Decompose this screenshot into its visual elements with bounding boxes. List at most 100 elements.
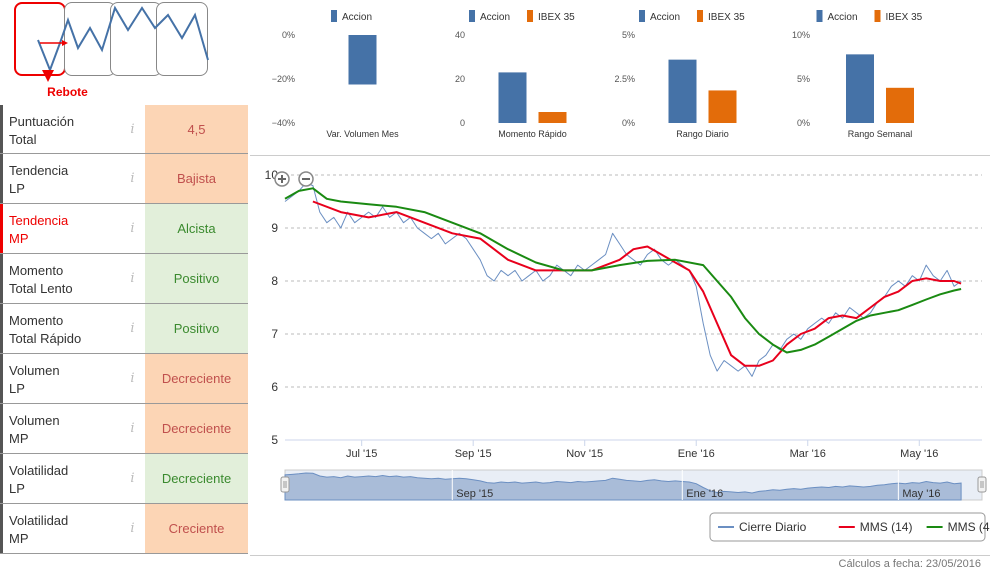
mini-chart-rango-semanal-svg: Accion IBEX 35 10% 5% 0% Rango Semanal xyxy=(792,10,923,139)
axis-tick-label: 0 xyxy=(460,118,465,128)
signal-widget: Rebote xyxy=(0,0,250,100)
bar-accion xyxy=(498,72,527,123)
axis-tick-label: 10% xyxy=(792,30,810,40)
legend-label: Accion xyxy=(828,12,858,23)
axis-tick-label: 20 xyxy=(455,74,465,84)
x-tick-label: May '16 xyxy=(900,448,938,460)
legend-label: IBEX 35 xyxy=(886,12,923,23)
indicator-row: Puntuación Total i 4,5 xyxy=(0,104,248,154)
axis-tick-label: 0% xyxy=(622,118,635,128)
navigator-label: Ene '16 xyxy=(686,488,723,500)
indicator-row: Volumen MP i Decreciente xyxy=(0,404,248,454)
indicator-row: Momento Total Rápido i Positivo xyxy=(0,304,248,354)
divider-bottom xyxy=(250,555,990,556)
indicator-value: Positivo xyxy=(145,254,248,303)
legend-swatch xyxy=(527,10,533,22)
price-chart[interactable]: 5 6 7 8 9 10 Jul '15 Sep '15 Nov '15 Ene '16 Mar '… xyxy=(250,157,993,552)
indicator-value: Decreciente xyxy=(145,404,248,453)
info-icon[interactable]: i xyxy=(130,221,135,236)
calculation-date: Cálculos a fecha: 23/05/2016 xyxy=(838,558,982,570)
legend-item[interactable]: MMS (14) xyxy=(838,520,913,534)
chart-legend: Cierre Diario MMS (14) MMS (40) xyxy=(709,512,993,542)
signal-sparkline xyxy=(37,5,209,82)
indicator-value: Positivo xyxy=(145,304,248,353)
legend-item[interactable]: Cierre Diario xyxy=(718,520,807,534)
indicator-name: Volatilidad MP xyxy=(0,504,120,553)
legend-swatch xyxy=(331,10,337,22)
info-icon[interactable]: i xyxy=(130,471,135,486)
indicator-name: Momento Total Rápido xyxy=(0,304,120,353)
navigator-handle-left[interactable] xyxy=(280,476,290,493)
legend-label: IBEX 35 xyxy=(708,12,745,23)
mini-chart-caption: Var. Volumen Mes xyxy=(326,129,399,139)
legend-swatch xyxy=(816,10,823,22)
legend-swatch xyxy=(697,10,703,22)
mini-chart-volumen-svg: Accion 0% −20% −40% Var. Volumen Mes xyxy=(272,10,399,139)
signal-panel-2[interactable] xyxy=(64,2,116,76)
bar-ibex-35 xyxy=(538,112,567,123)
indicator-row: Tendencia LP i Bajista xyxy=(0,154,248,204)
legend-swatch xyxy=(639,10,645,22)
axis-tick-label: 5% xyxy=(622,30,635,40)
axis-tick-label: 2.5% xyxy=(614,74,635,84)
bar-accion xyxy=(846,54,874,123)
zoom-in-icon[interactable] xyxy=(274,171,290,187)
indicator-name: Volumen MP xyxy=(0,404,120,453)
y-tick-label: 7 xyxy=(271,327,278,341)
indicator-row: Momento Total Lento i Positivo xyxy=(0,254,248,304)
indicator-name: Tendencia MP xyxy=(0,204,120,253)
bar-ibex-35 xyxy=(886,87,914,123)
axis-tick-label: 0% xyxy=(797,118,810,128)
indicator-row: Volatilidad LP i Decreciente xyxy=(0,454,248,504)
indicator-row: Volatilidad MP i Creciente xyxy=(0,504,248,554)
info-icon[interactable]: i xyxy=(130,271,135,286)
navigator-area xyxy=(284,472,962,501)
y-tick-label: 9 xyxy=(271,221,278,235)
navigator-handle-right[interactable] xyxy=(977,476,987,493)
signal-panel-rebote[interactable] xyxy=(14,2,66,76)
indicator-value: Bajista xyxy=(145,154,248,203)
series-line-cierre-diario xyxy=(284,182,962,377)
signal-label: Rebote xyxy=(47,85,88,99)
legend-label: Accion xyxy=(480,12,510,23)
indicator-row: Tendencia MP i Alcista xyxy=(0,204,248,254)
legend-item[interactable]: MMS (40) xyxy=(926,520,993,534)
indicator-value: Decreciente xyxy=(145,454,248,503)
mini-chart-rango-diario-svg: Accion IBEX 35 5% 2.5% 0% Rango Diario xyxy=(614,10,745,139)
info-icon[interactable]: i xyxy=(130,421,135,436)
indicator-name: Momento Total Lento xyxy=(0,254,120,303)
mini-chart-caption: Rango Semanal xyxy=(848,129,913,139)
series-line-mms-40- xyxy=(284,187,962,354)
indicator-name: Volatilidad LP xyxy=(0,454,120,503)
indicator-value: Decreciente xyxy=(145,354,248,403)
bar-ibex-35 xyxy=(708,90,737,123)
zoom-out-icon[interactable] xyxy=(298,171,314,187)
axis-tick-label: −40% xyxy=(272,118,295,128)
info-icon[interactable]: i xyxy=(130,121,135,137)
info-icon[interactable]: i xyxy=(130,321,135,336)
navigator-label: May '16 xyxy=(902,488,940,500)
x-tick-label: Jul '15 xyxy=(346,448,377,460)
mini-chart-rango-diario: Accion IBEX 35 5% 2.5% 0% Rango Diario xyxy=(595,0,775,145)
indicator-value: Creciente xyxy=(145,504,248,553)
series-line-mms-14- xyxy=(312,200,962,367)
axis-tick-label: 0% xyxy=(282,30,295,40)
indicator-name: Puntuación Total xyxy=(0,105,120,153)
indicator-value: Alcista xyxy=(145,204,248,253)
x-tick-label: Mar '16 xyxy=(790,448,826,460)
navigator[interactable]: Sep '15 Ene '16 May '16 xyxy=(280,469,987,501)
legend-swatch xyxy=(874,10,881,22)
mini-chart-rango-semanal: Accion IBEX 35 10% 5% 0% Rango Semanal xyxy=(770,0,955,145)
info-icon[interactable]: i xyxy=(130,171,135,186)
indicator-name: Tendencia LP xyxy=(0,154,120,203)
legend-label: Accion xyxy=(650,12,680,23)
mini-chart-volumen: Accion 0% −20% −40% Var. Volumen Mes xyxy=(255,0,435,145)
info-icon[interactable]: i xyxy=(130,371,135,386)
y-tick-label: 5 xyxy=(271,433,278,447)
indicator-name: Volumen LP xyxy=(0,354,120,403)
axis-tick-label: 40 xyxy=(455,30,465,40)
indicator-value: 4,5 xyxy=(145,105,248,153)
info-icon[interactable]: i xyxy=(130,521,135,536)
x-tick-label: Sep '15 xyxy=(455,448,492,460)
